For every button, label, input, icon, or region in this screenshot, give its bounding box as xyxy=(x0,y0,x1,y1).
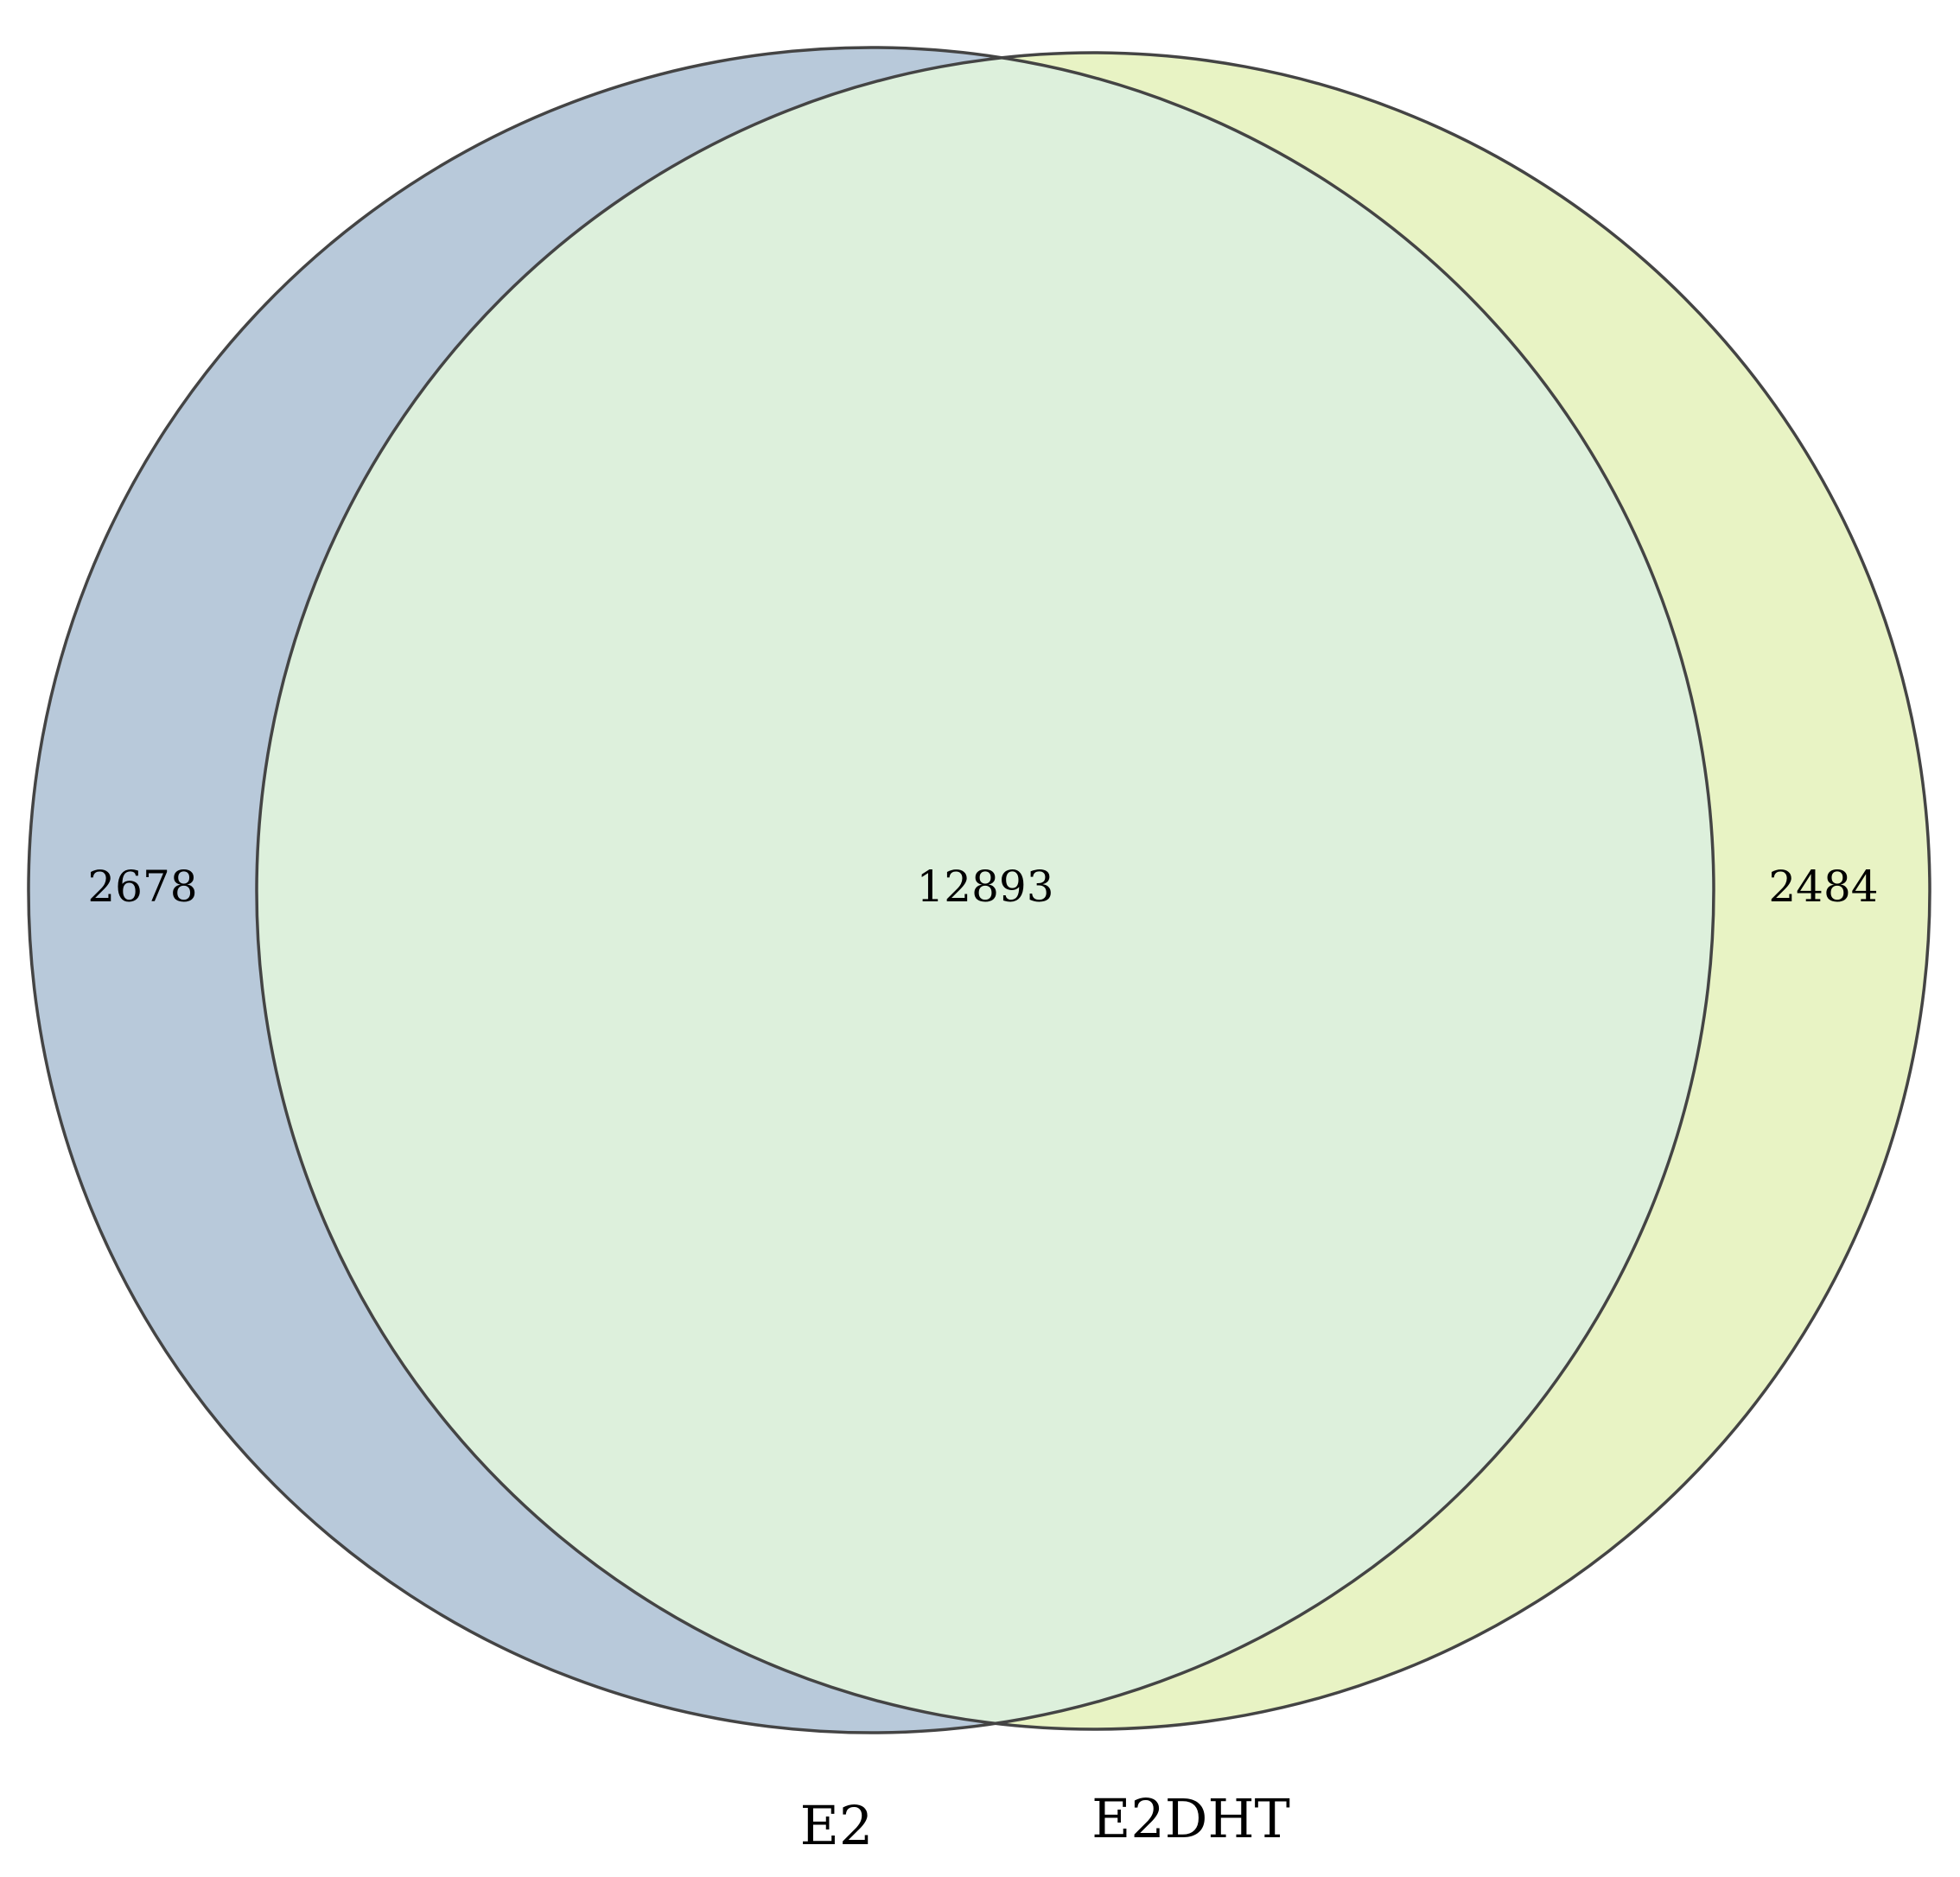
overlap-region xyxy=(257,53,1714,1729)
e2-set-outline xyxy=(27,46,1715,1734)
e2dht-set-label: E2DHT xyxy=(1091,1787,1290,1850)
intersection-count: 12893 xyxy=(916,862,1053,912)
only-e2dht-count: 2484 xyxy=(1768,862,1878,912)
e2-set-label: E2 xyxy=(800,1794,874,1857)
e2dht-set-outline xyxy=(255,51,1931,1731)
only-e2-count: 2678 xyxy=(87,862,197,912)
